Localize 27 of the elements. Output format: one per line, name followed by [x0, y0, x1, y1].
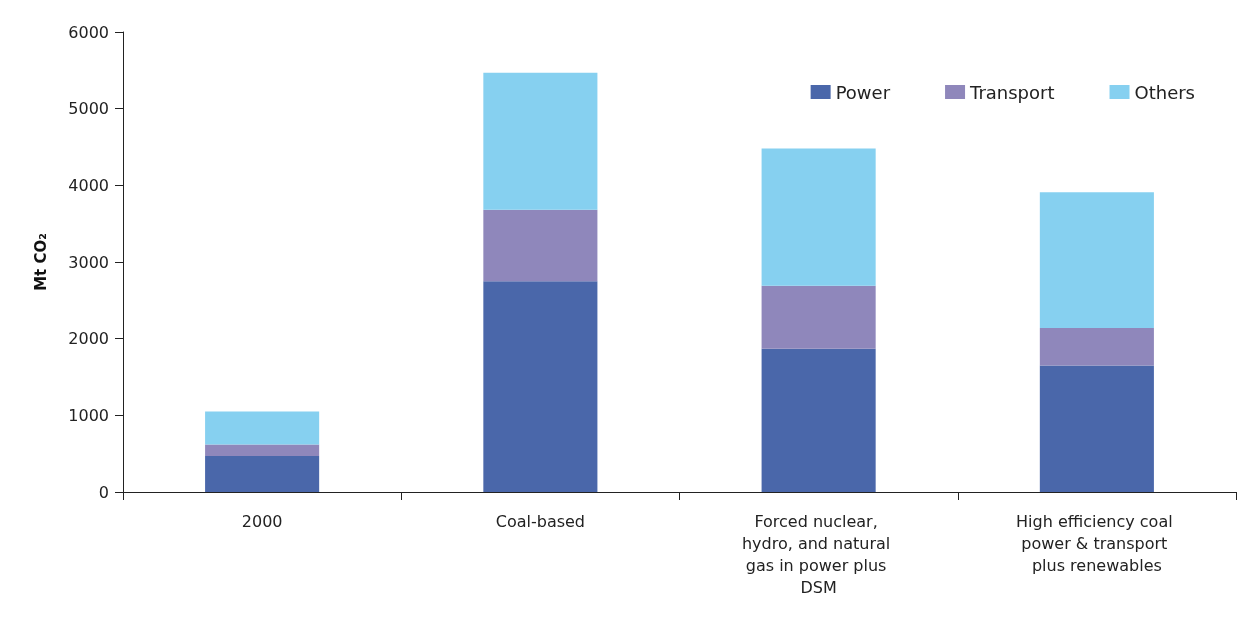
bar	[1039, 192, 1154, 328]
bar	[205, 411, 320, 445]
y-axis-title: Mt CO₂	[31, 233, 50, 291]
bar	[761, 148, 876, 286]
y-tick-label: 3000	[68, 252, 109, 272]
y-tick-label: 5000	[68, 99, 109, 119]
legend-label: Power	[835, 81, 891, 103]
y-tick-label: 2000	[68, 329, 109, 349]
x-tick-label: Coal-based	[495, 511, 586, 531]
bar	[761, 348, 876, 492]
bar	[1039, 327, 1154, 366]
bar	[483, 209, 598, 282]
bar	[483, 281, 598, 492]
bar	[761, 285, 876, 349]
legend-label: Others	[1134, 81, 1196, 103]
x-tick-label: 2000	[241, 511, 283, 531]
y-tick-label: 1000	[68, 405, 109, 425]
y-tick-label: 6000	[68, 22, 109, 42]
y-tick-label: 0	[98, 482, 109, 502]
bar	[205, 444, 320, 456]
bar	[1039, 365, 1154, 492]
y-tick-label: 4000	[68, 175, 109, 195]
bar	[483, 72, 598, 210]
x-tick-label: High efficiency coal power & transport plus renewables	[1016, 511, 1178, 575]
bar	[205, 455, 320, 492]
legend-label: Transport	[969, 81, 1055, 103]
x-tick-label: Forced nuclear, hydro, and natural gas in power plus DSM	[741, 511, 896, 597]
